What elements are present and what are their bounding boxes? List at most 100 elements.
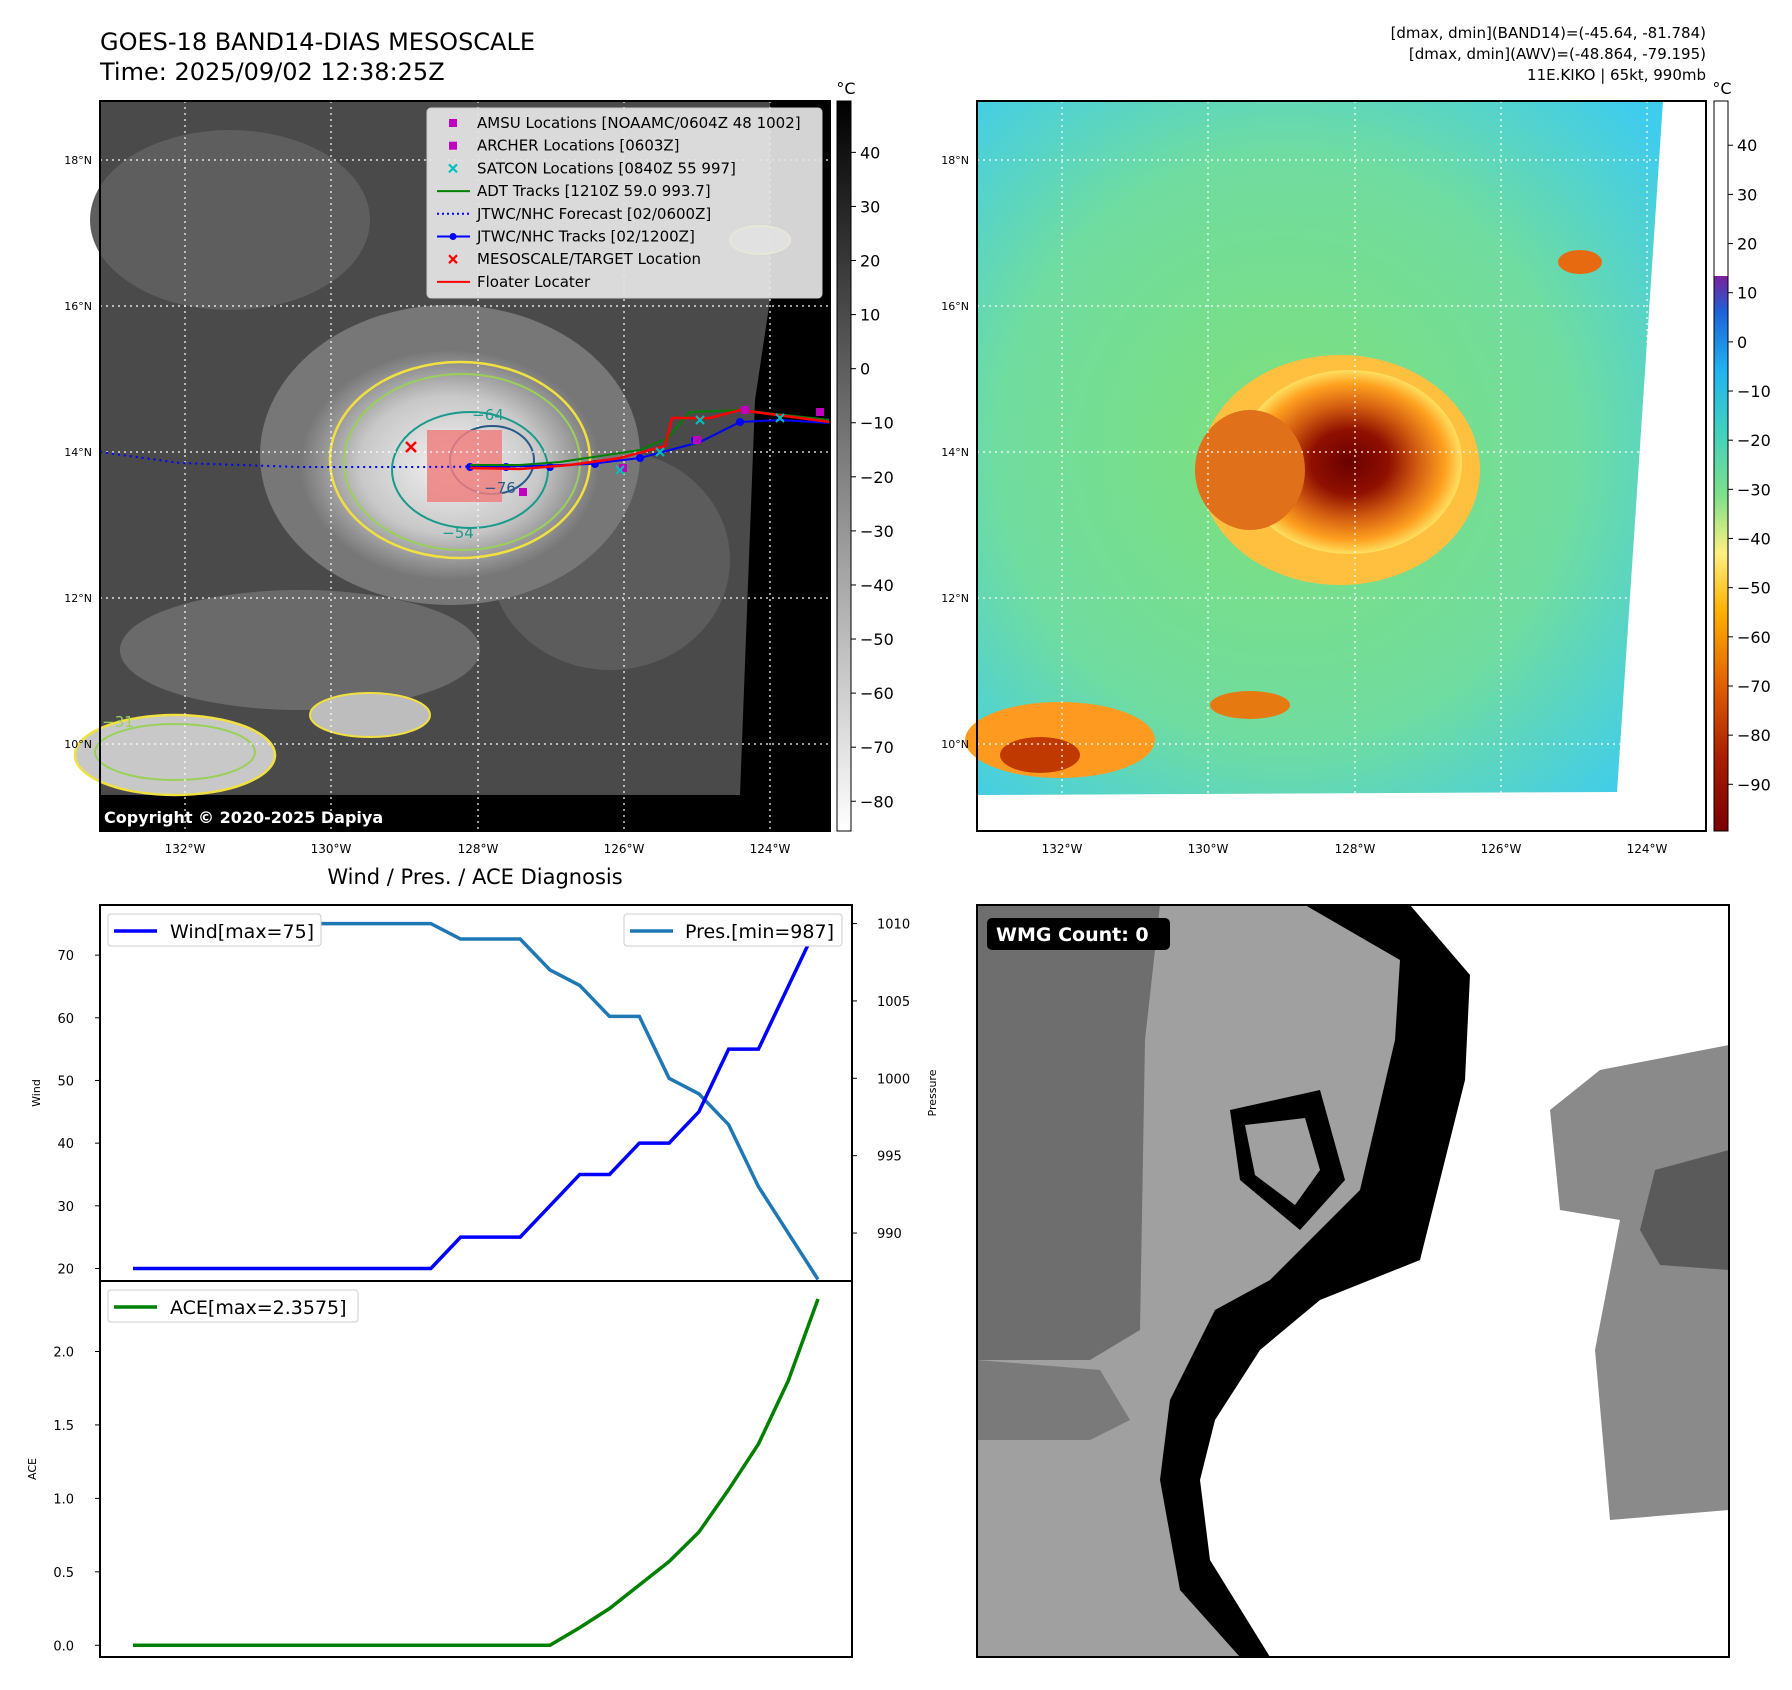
gray-colorbar-unit: °C [836,79,855,98]
color-colorbar-bar [1713,100,1729,832]
colorbar-tick-label: 0 [860,360,870,379]
legend-box [426,107,823,299]
contour-labels: −64 −54 −76 −31 [102,406,516,731]
colorbar-tick-label: 10 [860,306,880,325]
wind-tick-label: 20 [57,1262,74,1277]
legend-marker [449,119,457,127]
stats-band14: [dmax, dmin](BAND14)=(-45.64, -81.784) [1391,24,1706,42]
storm-info: 11E.KIKO | 65kt, 990mb [1527,66,1706,84]
ace-axis-label: ACE [26,1458,39,1480]
wmg-count-badge [987,918,1170,950]
convection-cluster [1558,250,1602,274]
pressure-tick-label: 1010 [877,918,910,933]
best-track-point [736,418,744,426]
legend-marker [448,163,458,174]
pressure-tick-label: 990 [877,1227,902,1242]
lat-tick-label: 12°N [941,592,969,605]
legend-label: Floater Locater [477,273,591,291]
colorbar-tick-label: 20 [860,252,880,271]
map-frame [99,100,831,832]
archer-amsu-marker [741,406,749,414]
contour-yellow [73,713,277,797]
colorbar-tick-label: −50 [1737,579,1771,598]
legend-label: AMSU Locations [NOAAMC/0604Z 48 1002] [477,114,801,132]
colorbar-tick-label: −20 [1737,431,1771,450]
satcon-marker [695,415,705,425]
legend-label: JTWC/NHC Forecast [02/0600Z] [476,205,711,223]
best-track-point [636,454,644,462]
legend-label: SATCON Locations [0840Z 55 997] [477,159,736,177]
stats-awv: [dmax, dmin](AWV)=(-48.864, -79.195) [1409,45,1706,63]
lon-tick-label: 128°W [1335,842,1376,856]
map-gridlines: 132°W 130°W 128°W 126°W 124°W 18°N 16°N 14°N 12°… [941,101,1706,856]
lat-tick-label: 16°N [64,300,92,313]
storm-tracks [99,406,831,496]
lon-tick-label: 126°W [604,842,645,856]
colorbar-tick-label: −70 [860,738,894,757]
ace-tick-label: 0.0 [53,1639,74,1654]
colorbar-tick-label: −60 [1737,628,1771,647]
diagnosis-title: Wind / Pres. / ACE Diagnosis [327,865,622,889]
colorbar-tick-label: −40 [1737,530,1771,549]
colorbar-tick-label: 10 [1737,284,1757,303]
lon-tick-label: 124°W [1627,842,1668,856]
colorbar-tick-label: −80 [1737,726,1771,745]
pressure-legend-label: Pres.[min=987] [685,921,834,943]
legend-label: JTWC/NHC Tracks [02/1200Z] [476,228,695,246]
figure-title: GOES-18 BAND14-DIAS MESOSCALE [100,28,535,56]
lat-tick-label: 18°N [941,154,969,167]
wind-tick-label: 60 [57,1012,74,1027]
wind-tick-label: 50 [57,1074,74,1089]
wmg-panel: WMG Count: 0 [976,904,1730,1658]
colorbar-tick-label: −80 [860,792,894,811]
lon-tick-label: 132°W [1042,842,1083,856]
contour-green [343,373,581,551]
colorbar-tick-label: −10 [860,414,894,433]
lat-tick-label: 14°N [941,446,969,459]
colorbar-tick-label: 40 [1737,136,1757,155]
contour-label: −76 [484,479,516,497]
ir-color-map: 132°W 130°W 128°W 126°W 124°W 18°N 16°N 14°N 12°… [941,100,1707,856]
wmg-dark-patch [1640,1150,1729,1270]
lon-tick-label: 124°W [750,842,791,856]
ace-tick-label: 1.5 [53,1419,74,1434]
southwest-convection [75,715,275,795]
pressure-tick-label: 1000 [877,1072,910,1087]
lon-tick-label: 130°W [311,842,352,856]
wmg-gray-patch [1245,1118,1320,1205]
colorbar-tick-label: −20 [860,468,894,487]
archer-amsu-marker [816,408,824,416]
ace-tick-label: 0.5 [53,1566,74,1581]
legend-label: ADT Tracks [1210Z 59.0 993.7] [477,182,711,200]
contour-green [94,723,256,781]
wind-tick-label: 30 [57,1200,74,1215]
lat-tick-label: 12°N [64,592,92,605]
ace-tick-label: 2.0 [53,1346,74,1361]
adt-track [470,408,831,466]
colorbar-tick-label: −40 [860,576,894,595]
storm-core [1238,370,1462,554]
cloud-field [90,130,370,310]
lat-tick-label: 10°N [64,738,92,751]
colorbar-tick-label: 30 [1737,185,1757,204]
legend-marker [448,254,458,264]
pressure-legend-box [623,913,843,947]
wmg-frame [976,904,1730,1658]
pressure-tick-label: 995 [877,1150,902,1165]
gray-colorbar: °C 40 30 20 10 0 −10 −20 −30 −40 −50 −60 −70 −80 [836,79,894,832]
archer-amsu-marker [693,436,701,444]
color-colorbar: °C 40 30 20 10 0 −10 −20 −30 −40 −50 −60 −70 −80 −90 [1712,79,1771,832]
colorbar-tick-label: −50 [860,630,894,649]
satcon-marker [615,465,625,475]
lat-tick-label: 14°N [64,446,92,459]
satcon-marker [775,413,785,423]
color-colorbar-unit: °C [1712,79,1731,98]
wind-legend-label: Wind[max=75] [170,921,314,943]
colorbar-tick-label: −10 [1737,382,1771,401]
satcon-marker [655,447,665,457]
cold-top [1000,737,1080,773]
colorbar-tick-label: 0 [1737,333,1747,352]
ace-frame [99,1280,853,1658]
legend-marker [449,141,457,150]
lat-tick-label: 10°N [941,738,969,751]
